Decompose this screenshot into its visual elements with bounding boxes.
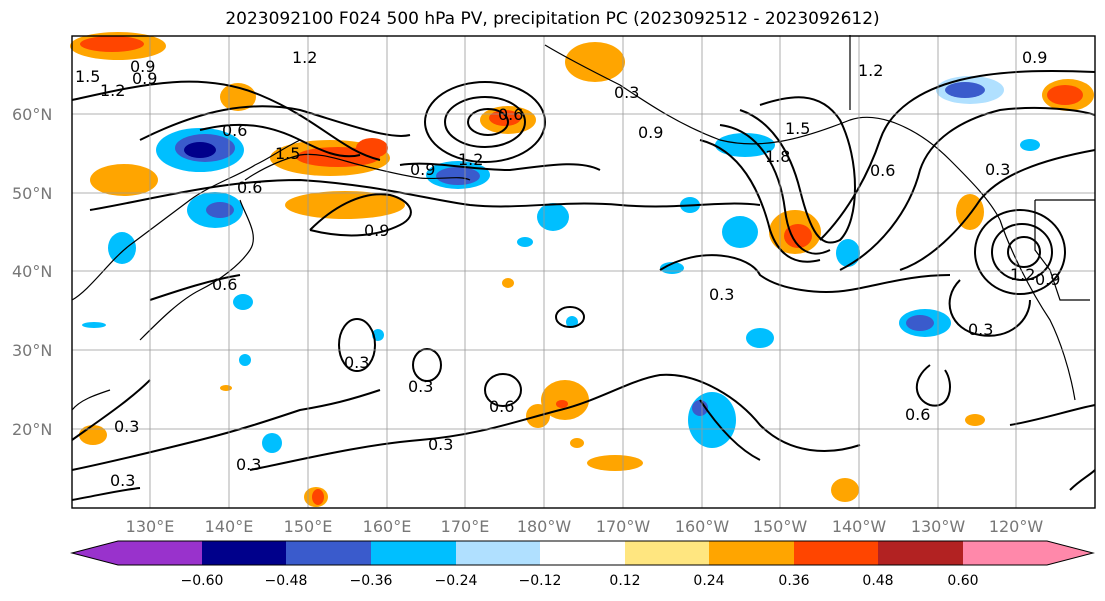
colorbar-seg-9 <box>878 541 963 565</box>
contour-label: 1.5 <box>785 119 810 138</box>
contour-label: 1.2 <box>458 150 483 169</box>
colorbar-tick: 0.48 <box>862 573 893 589</box>
colorbar-seg-10 <box>963 541 1093 565</box>
contour-label: 0.6 <box>498 105 523 124</box>
lat-label: 20°N <box>12 420 52 439</box>
colorbar-tick: −0.36 <box>350 573 393 589</box>
colorbar: −0.60 −0.48 −0.36 −0.24 −0.12 0.12 0.24 … <box>70 540 1095 589</box>
contour-label: 0.3 <box>968 320 993 339</box>
contour-label: 0.9 <box>638 123 663 142</box>
lon-labels: 130°E 140°E 150°E 160°E 170°E 180°W 170°… <box>126 517 1044 536</box>
lat-label: 40°N <box>12 262 52 281</box>
colorbar-tick: 0.36 <box>778 573 809 589</box>
contour-label: 0.3 <box>709 285 734 304</box>
lon-label: 170°W <box>596 517 651 536</box>
precip-positive-areas <box>70 32 1094 507</box>
contour-label: 0.9 <box>132 69 157 88</box>
lat-label: 60°N <box>12 105 52 124</box>
contour-labels: 1.2 1.5 1.2 0.9 0.6 1.5 0.6 0.9 1.2 0.9 … <box>75 48 1060 490</box>
contour-label: 1.2 <box>292 48 317 67</box>
lon-label: 130°W <box>911 517 966 536</box>
chart-title: 2023092100 F024 500 hPa PV, precipitatio… <box>225 9 880 29</box>
contour-label: 0.3 <box>344 353 369 372</box>
lon-label: 160°E <box>363 517 412 536</box>
lon-label: 140°W <box>832 517 887 536</box>
lat-labels: 60°N 50°N 40°N 30°N 20°N <box>12 105 52 439</box>
colorbar-tick: −0.24 <box>435 573 478 589</box>
lon-label: 160°W <box>675 517 730 536</box>
contour-label: 0.9 <box>130 57 155 76</box>
lat-label: 50°N <box>12 184 52 203</box>
colorbar-seg-2 <box>286 541 371 565</box>
graticule <box>72 36 1095 508</box>
lon-label: 130°E <box>126 517 175 536</box>
contour-label: 0.9 <box>364 221 389 240</box>
contour-label: 0.6 <box>870 161 895 180</box>
colorbar-seg-0 <box>72 541 202 565</box>
colorbar-seg-6 <box>625 541 709 565</box>
coastlines <box>71 35 1095 411</box>
contour-label: 0.3 <box>614 83 639 102</box>
contour-label: 1.2 <box>100 81 125 100</box>
colorbar-tick: 0.24 <box>693 573 724 589</box>
contour-label: 0.3 <box>408 377 433 396</box>
colorbar-tick: −0.12 <box>519 573 562 589</box>
contour-label: 0.3 <box>428 435 453 454</box>
lat-label: 30°N <box>12 341 52 360</box>
contour-label: 0.3 <box>110 471 135 490</box>
contour-label: 0.6 <box>212 275 237 294</box>
colorbar-seg-4 <box>456 541 540 565</box>
lon-label: 140°E <box>205 517 254 536</box>
map-frame <box>71 35 1096 509</box>
contour-label: 1.5 <box>275 144 300 163</box>
contour-label: 0.9 <box>1022 48 1047 67</box>
lon-label: 170°E <box>441 517 490 536</box>
contour-label: 0.9 <box>1035 270 1060 289</box>
colorbar-tick: −0.48 <box>265 573 308 589</box>
contour-label: 1.2 <box>1010 265 1035 284</box>
contour-label: 0.3 <box>236 455 261 474</box>
precip-negative-areas <box>82 76 1040 453</box>
contour-label: 1.8 <box>765 147 790 166</box>
colorbar-seg-7 <box>709 541 794 565</box>
lon-label: 120°W <box>989 517 1044 536</box>
colorbar-outline <box>70 540 1095 566</box>
contour-label: 0.9 <box>410 160 435 179</box>
colorbar-seg-3 <box>371 541 456 565</box>
contour-label: 1.2 <box>858 61 883 80</box>
colorbar-seg-8 <box>794 541 878 565</box>
contour-label: 0.6 <box>905 405 930 424</box>
colorbar-seg-5 <box>540 541 625 565</box>
precip-shading <box>70 32 1094 507</box>
colorbar-tick: 0.60 <box>947 573 978 589</box>
contour-label: 0.6 <box>489 397 514 416</box>
contour-label: 0.3 <box>114 417 139 436</box>
lon-label: 180°W <box>517 517 572 536</box>
lon-label: 150°W <box>753 517 808 536</box>
colorbar-tick: −0.60 <box>181 573 224 589</box>
contour-label: 0.6 <box>222 121 247 140</box>
lon-label: 150°E <box>284 517 333 536</box>
contour-label: 0.6 <box>237 178 262 197</box>
colorbar-seg-1 <box>202 541 286 565</box>
pv-contours <box>71 69 1096 501</box>
contour-label: 0.3 <box>985 160 1010 179</box>
colorbar-tick: 0.12 <box>609 573 640 589</box>
contour-label: 1.5 <box>75 67 100 86</box>
